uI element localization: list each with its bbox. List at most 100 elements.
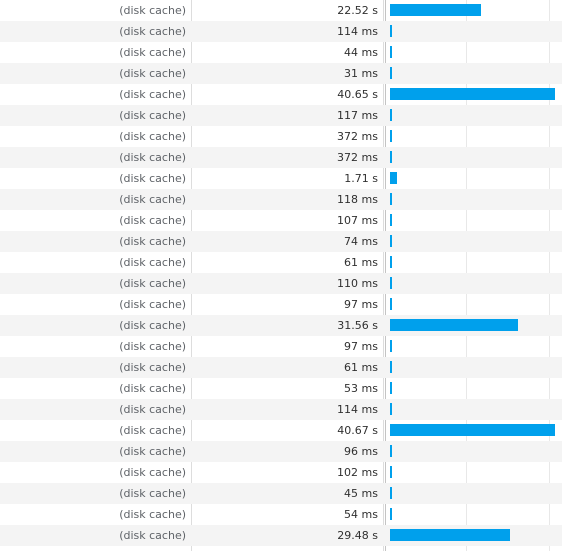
size-cell: (disk cache) [119,235,186,248]
waterfall-bar[interactable] [390,466,392,478]
table-row[interactable]: (disk cache) 22.52 s [0,0,562,21]
table-row[interactable]: (disk cache) 107 ms [0,210,562,231]
time-cell: 97 ms [344,340,378,353]
table-row[interactable]: (disk cache) 45 ms [0,483,562,504]
waterfall-bar[interactable] [390,529,510,541]
size-cell: (disk cache) [119,508,186,521]
size-cell: (disk cache) [119,172,186,185]
waterfall-bar[interactable] [390,382,392,394]
table-row[interactable]: (disk cache) 53 ms [0,378,562,399]
waterfall-bar[interactable] [390,4,481,16]
table-row[interactable]: (disk cache) 97 ms [0,336,562,357]
table-row[interactable]: (disk cache) 372 ms [0,126,562,147]
time-cell: 1.71 s [344,172,378,185]
time-cell: 107 ms [337,214,378,227]
table-row[interactable]: (disk cache) 372 ms [0,147,562,168]
time-cell: 40.65 s [337,88,378,101]
size-cell: (disk cache) [119,193,186,206]
time-cell: 372 ms [337,151,378,164]
waterfall-bar[interactable] [390,25,392,37]
size-cell: (disk cache) [119,256,186,269]
waterfall-bar[interactable] [390,424,555,436]
table-row[interactable]: (disk cache) 114 ms [0,21,562,42]
time-cell: 40.67 s [337,424,378,437]
size-cell: (disk cache) [119,130,186,143]
time-cell: 372 ms [337,130,378,143]
size-cell: (disk cache) [119,382,186,395]
time-cell: 74 ms [344,235,378,248]
waterfall-bar[interactable] [390,214,392,226]
time-cell: 61 ms [344,361,378,374]
time-cell: 102 ms [337,466,378,479]
waterfall-bar[interactable] [390,403,392,415]
waterfall-bar[interactable] [390,193,392,205]
table-row[interactable]: (disk cache) 31.56 s [0,315,562,336]
table-row[interactable]: (disk cache) 29.48 s [0,525,562,546]
time-cell: 45 ms [344,487,378,500]
time-cell: 117 ms [337,109,378,122]
waterfall-bar[interactable] [390,172,397,184]
waterfall-bar[interactable] [390,88,555,100]
size-cell: (disk cache) [119,46,186,59]
table-row[interactable]: (disk cache) 40.65 s [0,84,562,105]
size-cell: (disk cache) [119,487,186,500]
waterfall-bar[interactable] [390,277,392,289]
time-cell: 54 ms [344,508,378,521]
time-cell: 96 ms [344,445,378,458]
waterfall-bar[interactable] [390,298,392,310]
waterfall-bar[interactable] [390,319,518,331]
waterfall-bar[interactable] [390,67,392,79]
table-row[interactable]: (disk cache) 1.71 s [0,168,562,189]
size-cell: (disk cache) [119,88,186,101]
table-row[interactable]: (disk cache) 117 ms [0,105,562,126]
waterfall-bar[interactable] [390,130,392,142]
table-row[interactable]: (disk cache) 44 ms [0,42,562,63]
table-row[interactable]: (disk cache) 97 ms [0,294,562,315]
size-cell: (disk cache) [119,529,186,542]
time-cell: 61 ms [344,256,378,269]
time-cell: 118 ms [337,193,378,206]
table-row[interactable]: (disk cache) 61 ms [0,357,562,378]
size-cell: (disk cache) [119,25,186,38]
waterfall-bar[interactable] [390,46,392,58]
size-cell: (disk cache) [119,298,186,311]
time-cell: 29.48 s [337,529,378,542]
time-cell: 114 ms [337,25,378,38]
waterfall-bar[interactable] [390,508,392,520]
time-cell: 53 ms [344,382,378,395]
time-cell: 31 ms [344,67,378,80]
table-row[interactable]: (disk cache) 118 ms [0,189,562,210]
table-row[interactable]: (disk cache) 114 ms [0,399,562,420]
size-cell: (disk cache) [119,214,186,227]
time-cell: 22.52 s [337,4,378,17]
waterfall-bar[interactable] [390,361,392,373]
table-row[interactable]: (disk cache) 31 ms [0,63,562,84]
table-row[interactable]: (disk cache) 74 ms [0,231,562,252]
size-cell: (disk cache) [119,151,186,164]
table-row[interactable]: (disk cache) 40.67 s [0,420,562,441]
time-cell: 97 ms [344,298,378,311]
size-cell: (disk cache) [119,466,186,479]
table-row[interactable]: (disk cache) 96 ms [0,441,562,462]
waterfall-bar[interactable] [390,256,392,268]
waterfall-bar[interactable] [390,109,392,121]
time-cell: 110 ms [337,277,378,290]
size-cell: (disk cache) [119,4,186,17]
table-row[interactable]: (disk cache) 61 ms [0,252,562,273]
waterfall-bar[interactable] [390,445,392,457]
size-cell: (disk cache) [119,277,186,290]
waterfall-bar[interactable] [390,151,392,163]
size-cell: (disk cache) [119,445,186,458]
table-row[interactable]: (disk cache) 102 ms [0,462,562,483]
size-cell: (disk cache) [119,340,186,353]
table-row[interactable]: (disk cache) 54 ms [0,504,562,525]
waterfall-bar[interactable] [390,487,392,499]
size-cell: (disk cache) [119,361,186,374]
waterfall-bar[interactable] [390,340,392,352]
size-cell: (disk cache) [119,319,186,332]
table-row[interactable]: (disk cache) 110 ms [0,273,562,294]
size-cell: (disk cache) [119,403,186,416]
waterfall-bar[interactable] [390,235,392,247]
time-cell: 44 ms [344,46,378,59]
